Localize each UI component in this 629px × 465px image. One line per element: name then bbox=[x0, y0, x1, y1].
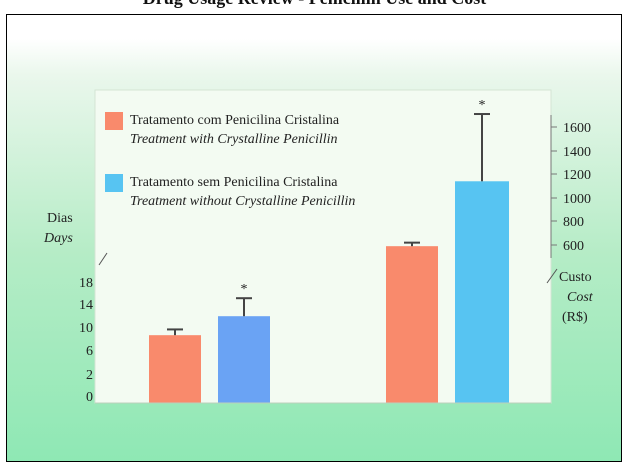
left-axis-break bbox=[98, 252, 108, 266]
chart-frame: * * Tratamento com Penicilina Cristalina … bbox=[6, 14, 622, 462]
bar-cost-without-penicillin-significance-marker: * bbox=[479, 98, 486, 113]
right-axis-unit: (R$) bbox=[562, 310, 588, 325]
legend-label-with-penicillin: Tratamento com Penicilina Cristalina bbox=[130, 113, 340, 128]
chart-marks: ** bbox=[95, 98, 551, 404]
right-axis-label-en: Cost bbox=[567, 290, 594, 305]
left-tick-label: 18 bbox=[79, 276, 93, 291]
right-tick-label: 800 bbox=[563, 215, 584, 230]
bar-cost-without-penicillin bbox=[455, 181, 509, 403]
right-tick-label: 1200 bbox=[563, 168, 591, 183]
right-tick-label: 1400 bbox=[563, 145, 591, 160]
left-tick-label: 10 bbox=[79, 321, 93, 336]
right-axis-break bbox=[546, 268, 558, 284]
left-tick-label: 14 bbox=[79, 298, 93, 313]
bar-days-with-penicillin bbox=[149, 335, 201, 403]
right-axis-label: Custo bbox=[559, 270, 592, 285]
legend-swatch-without-penicillin bbox=[105, 174, 123, 192]
right-tick-label: 1600 bbox=[563, 121, 591, 136]
legend-label-without-penicillin-en: Treatment without Crystalline Penicillin bbox=[130, 194, 355, 209]
legend-label-with-penicillin-en: Treatment with Crystalline Penicillin bbox=[130, 132, 338, 147]
chart: ** Tratamento com Penicilina Cristalina … bbox=[43, 89, 594, 405]
bar-cost-with-penicillin bbox=[386, 246, 438, 403]
legend-swatch-with-penicillin bbox=[105, 112, 123, 130]
left-axis-label-en: Days bbox=[43, 231, 73, 246]
legend-label-without-penicillin: Tratamento sem Penicilina Cristalina bbox=[130, 175, 338, 190]
bar-days-without-penicillin-significance-marker: * bbox=[241, 282, 248, 297]
right-tick-label: 1000 bbox=[563, 192, 591, 207]
left-tick-label: 0 bbox=[86, 390, 93, 405]
left-tick-label: 6 bbox=[86, 344, 93, 359]
bar-days-without-penicillin bbox=[218, 316, 270, 403]
right-tick-label: 600 bbox=[563, 239, 584, 254]
left-axis-label: Dias bbox=[47, 211, 73, 226]
left-tick-label: 2 bbox=[86, 368, 93, 383]
top-cut-caption: Drug Usage Review - Penicillin Use and C… bbox=[0, 0, 629, 14]
